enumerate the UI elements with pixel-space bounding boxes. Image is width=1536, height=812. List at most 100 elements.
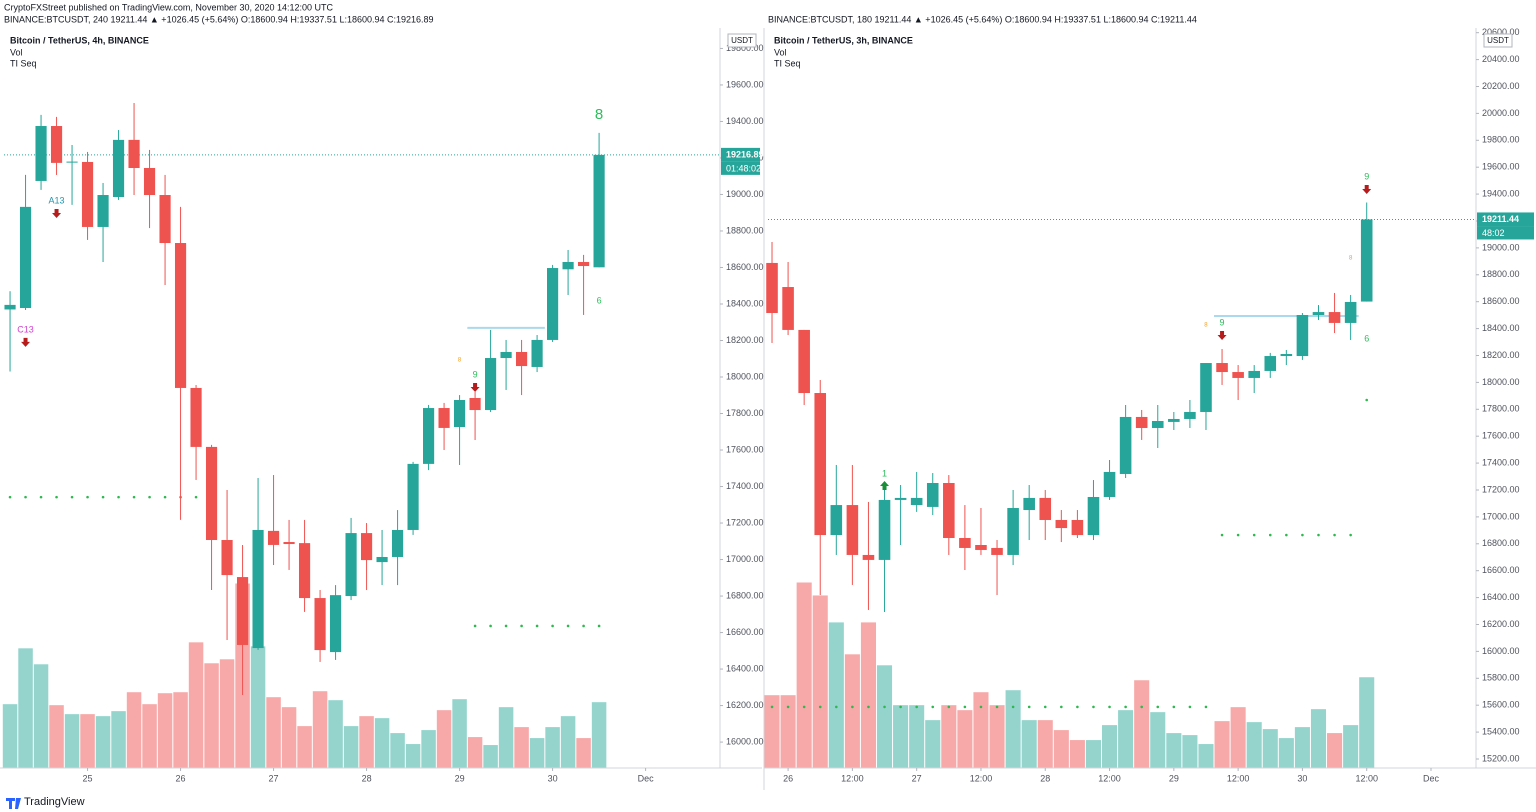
x-tick-label: 27 <box>269 773 279 783</box>
level-dot <box>1365 398 1369 402</box>
seq-arrow <box>880 480 890 490</box>
candle-body <box>782 287 794 330</box>
candle-body <box>422 408 435 464</box>
volume-bar <box>483 745 498 768</box>
seq-label: 9 <box>473 369 478 379</box>
candle-body <box>128 139 140 168</box>
candle-body <box>112 139 125 198</box>
chart-title: Bitcoin / TetherUS, 4h, BINANCE <box>10 35 149 45</box>
y-tick-label: 16200.00 <box>726 700 764 710</box>
candle-body <box>1184 411 1196 419</box>
level-dot <box>835 705 838 709</box>
candle-body <box>531 339 543 367</box>
level-dot <box>70 495 74 499</box>
candle-body <box>1312 312 1325 316</box>
candle-body <box>1248 370 1260 378</box>
y-tick-label: 16000.00 <box>726 736 764 746</box>
y-tick-label: 18800.00 <box>726 225 764 235</box>
seq-arrow <box>21 337 31 347</box>
y-tick-label: 17400.00 <box>1482 457 1520 467</box>
volume-bar <box>1343 725 1359 768</box>
candle-body <box>485 358 497 411</box>
level-dot <box>1043 705 1047 709</box>
candle-body <box>1023 497 1035 511</box>
volume-bar <box>142 704 157 768</box>
seq-label: 8 <box>458 358 462 364</box>
level-dot <box>566 624 570 628</box>
candle-body <box>1280 354 1293 357</box>
volume-bar <box>173 692 188 768</box>
candle-body <box>991 547 1003 555</box>
level-dot <box>915 705 918 709</box>
volume-bar <box>1118 710 1134 768</box>
candle-body <box>1055 519 1068 529</box>
level-dot <box>1252 533 1256 537</box>
volume-bar <box>545 727 560 768</box>
candle-body <box>1119 416 1132 474</box>
level-dot <box>148 495 151 499</box>
volume-bar <box>312 691 328 768</box>
volume-bar <box>2 704 18 768</box>
level-dot <box>1172 705 1176 709</box>
currency-label: USDT <box>1487 36 1509 45</box>
level-dot <box>1092 705 1095 709</box>
candle-body <box>1328 312 1341 323</box>
level-dot <box>520 624 523 628</box>
level-dot <box>899 705 902 709</box>
y-tick-label: 17600.00 <box>726 444 764 454</box>
level-dot <box>1027 705 1031 709</box>
level-dot <box>1156 705 1160 709</box>
candle-body <box>578 262 590 267</box>
level-dot <box>1076 705 1079 709</box>
chart-header: BINANCE:BTCUSDT, 240 19211.44 ▲ +1026.45… <box>4 14 434 24</box>
level-dot <box>1108 705 1111 709</box>
volume-bar <box>421 730 436 768</box>
volume-bar <box>1166 733 1182 768</box>
y-tick-label: 17400.00 <box>726 481 764 491</box>
candle-body <box>1168 418 1180 422</box>
y-tick-label: 17800.00 <box>1482 404 1520 414</box>
volume-bar <box>1037 720 1053 768</box>
x-tick-label: 12:00 <box>841 773 864 783</box>
level-dot <box>947 705 951 709</box>
level-dot <box>597 624 601 628</box>
x-tick-label: 30 <box>1297 773 1307 783</box>
seq-label: 9 <box>1364 171 1369 181</box>
candle-body <box>830 505 843 536</box>
currency-box <box>1483 33 1513 48</box>
candle-body <box>1216 363 1228 373</box>
seq-label: C13 <box>17 324 34 334</box>
candle-body <box>205 446 218 541</box>
y-tick-label: 18200.00 <box>1482 350 1520 360</box>
volume-bar <box>941 705 957 768</box>
candle-body <box>221 540 233 576</box>
volume-bar <box>1021 720 1037 768</box>
volume-bar <box>64 714 80 768</box>
seq-arrow <box>1217 330 1227 340</box>
y-tick-label: 16800.00 <box>726 590 764 600</box>
x-tick-label: 12:00 <box>970 773 993 783</box>
indicator-label: Vol <box>10 47 23 57</box>
chart-title: Bitcoin / TetherUS, 3h, BINANCE <box>774 35 913 45</box>
candle-body <box>910 497 923 506</box>
volume-bar <box>219 659 235 768</box>
candle-body <box>894 497 907 500</box>
level-dot <box>117 495 120 499</box>
volume-bar <box>343 726 359 768</box>
candle-body <box>236 577 249 645</box>
seq-label: 6 <box>597 295 602 305</box>
indicator-label: TI Seq <box>10 58 37 68</box>
candle-body <box>66 161 78 163</box>
candle-body <box>360 533 373 561</box>
candle-body <box>593 154 605 268</box>
level-dot <box>1124 705 1127 709</box>
volume-bar <box>860 622 876 768</box>
y-tick-label: 15200.00 <box>1482 753 1520 763</box>
y-tick-label: 16400.00 <box>726 663 764 673</box>
candle-body <box>314 598 326 651</box>
volume-bar <box>126 692 142 768</box>
candle-body <box>766 262 778 313</box>
candle-body <box>1071 519 1084 536</box>
candle-body <box>190 387 202 447</box>
level-dot <box>1188 705 1192 709</box>
